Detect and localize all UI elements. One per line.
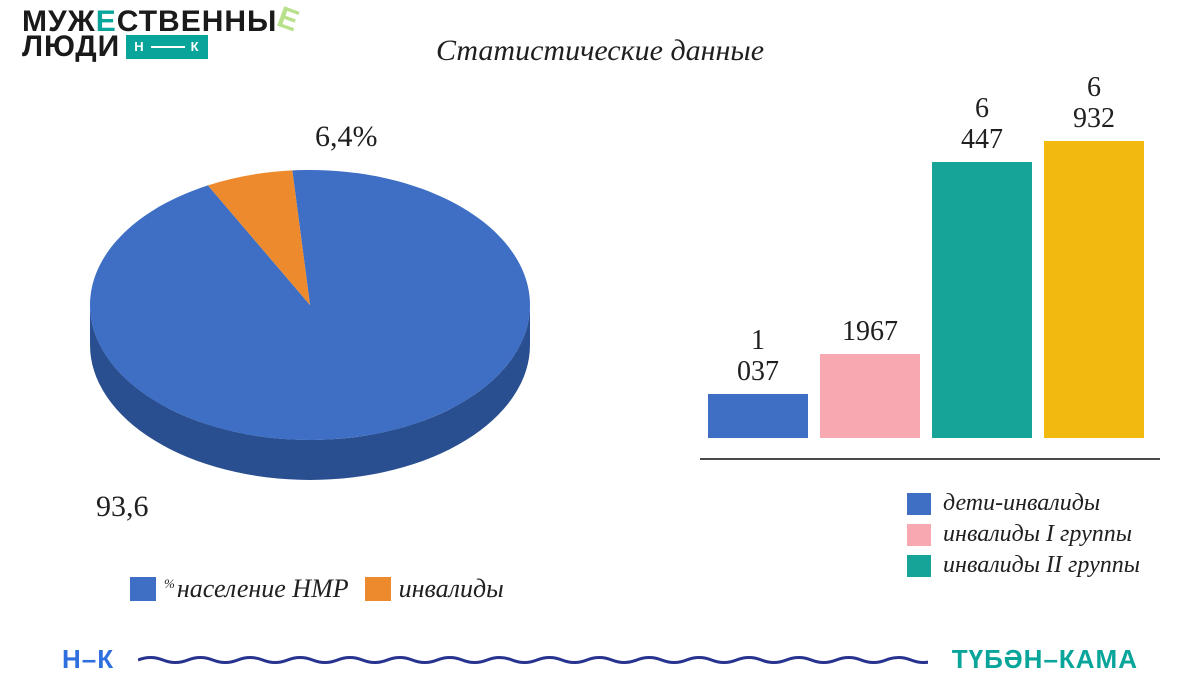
- legend-row: инвалиды II группы: [907, 552, 1140, 579]
- legend-label: инвалиды I группы: [943, 521, 1132, 548]
- pie-legend: % население НМР инвалиды: [130, 574, 504, 604]
- footer-right-text: ТҮБӘН–КАМА: [952, 644, 1138, 675]
- legend-percent-mark: %: [164, 576, 175, 592]
- footer: Н–К ТҮБӘН–КАМА: [0, 644, 1200, 675]
- bar: 6 932: [1044, 141, 1144, 438]
- bar: 1 037: [708, 394, 808, 438]
- bar: 6 447: [932, 162, 1032, 438]
- legend-swatch: [130, 577, 156, 601]
- bar-rect: [708, 394, 808, 438]
- logo-trail-letter: Е: [274, 3, 303, 37]
- legend-swatch: [907, 555, 931, 577]
- bar-rect: [820, 354, 920, 438]
- legend-label: население НМР: [177, 574, 349, 604]
- bar-value-label: 1 037: [708, 326, 808, 388]
- pie-label-small-slice: 6,4%: [315, 120, 378, 154]
- wave-divider-icon: [138, 652, 928, 668]
- legend-label: дети-инвалиды: [943, 490, 1100, 517]
- bar-x-axis: [700, 458, 1160, 460]
- legend-row: дети-инвалиды: [907, 490, 1140, 517]
- legend-swatch: [907, 493, 931, 515]
- bar-value-label: 6 932: [1044, 73, 1144, 135]
- pie-svg: [60, 150, 560, 480]
- bar-value-label: 1967: [820, 317, 920, 348]
- bar: 1967: [820, 354, 920, 438]
- bar-rect: [1044, 141, 1144, 438]
- page: МУЖЕСТВЕННЫЕ ЛЮДИ Н К Статистические дан…: [0, 0, 1200, 687]
- page-title: Статистические данные: [0, 34, 1200, 68]
- bar-legend: дети-инвалиды инвалиды I группы инвалиды I…: [907, 490, 1140, 583]
- legend-label: инвалиды: [399, 574, 504, 604]
- bar-area: 1 03719676 4476 932: [700, 160, 1160, 460]
- legend-swatch: [365, 577, 391, 601]
- pie-label-big-slice: 93,6: [96, 490, 149, 524]
- legend-swatch: [907, 524, 931, 546]
- legend-label: инвалиды II группы: [943, 552, 1140, 579]
- footer-left-text: Н–К: [62, 644, 114, 675]
- pie-chart: 6,4% 93,6: [60, 150, 580, 480]
- bar-rect: [932, 162, 1032, 438]
- bar-chart: 1 03719676 4476 932: [700, 130, 1160, 480]
- legend-row: инвалиды I группы: [907, 521, 1140, 548]
- bar-value-label: 6 447: [932, 94, 1032, 156]
